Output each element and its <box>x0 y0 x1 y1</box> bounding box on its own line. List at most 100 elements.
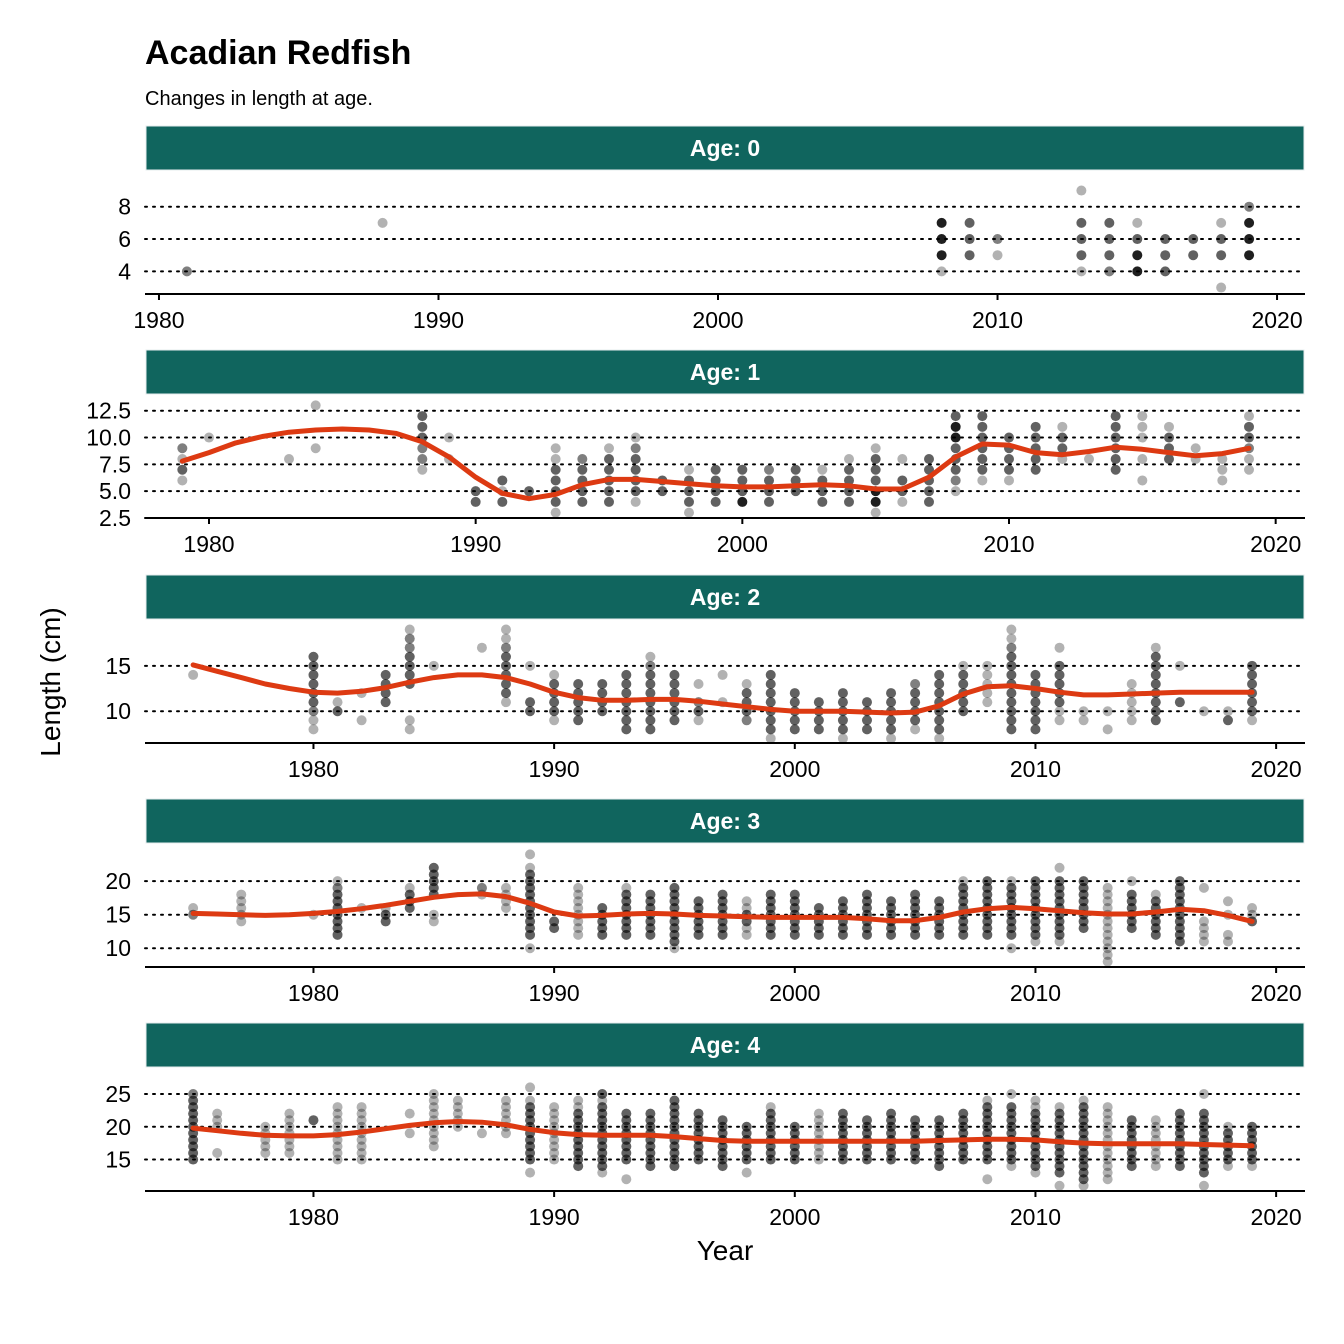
data-point <box>1076 234 1087 245</box>
data-point <box>958 882 969 893</box>
data-point <box>630 496 641 507</box>
data-point <box>837 697 848 708</box>
data-point <box>1054 1108 1065 1119</box>
data-point <box>844 486 854 497</box>
data-point <box>1160 266 1171 277</box>
data-point <box>524 486 534 497</box>
data-point <box>813 715 824 726</box>
data-point <box>1006 706 1017 717</box>
data-point <box>870 443 881 454</box>
data-point <box>549 1102 560 1113</box>
y-tick-label: 10 <box>105 935 131 961</box>
data-point <box>1078 1095 1089 1106</box>
data-point <box>934 669 945 680</box>
x-tick-label: 2010 <box>983 531 1034 557</box>
data-point <box>1030 876 1041 887</box>
data-point <box>1076 217 1087 228</box>
data-point <box>1150 679 1161 689</box>
x-tick-label: 2010 <box>972 307 1023 333</box>
data-point <box>1006 669 1017 680</box>
data-point <box>977 454 988 464</box>
data-point <box>549 706 560 717</box>
y-tick-label: 5.0 <box>99 478 131 504</box>
data-point <box>1217 454 1228 464</box>
data-point <box>1247 903 1258 913</box>
data-point <box>1054 642 1065 653</box>
data-point <box>1054 862 1065 873</box>
data-point <box>308 697 319 708</box>
data-point <box>837 688 848 699</box>
data-point <box>1222 896 1233 907</box>
data-point <box>604 464 614 475</box>
data-point <box>1188 250 1199 261</box>
data-point <box>417 411 428 422</box>
data-point <box>1006 624 1017 635</box>
data-point <box>1174 660 1185 671</box>
data-point <box>1247 669 1258 680</box>
data-point <box>428 1095 439 1106</box>
data-point <box>284 1115 295 1126</box>
data-point <box>549 1154 560 1165</box>
data-point <box>1150 1121 1161 1132</box>
data-point <box>404 882 415 893</box>
data-point <box>982 1174 993 1185</box>
data-point <box>500 1095 511 1106</box>
data-point <box>621 724 632 735</box>
data-point <box>525 1102 536 1113</box>
data-point <box>684 496 694 507</box>
data-point <box>950 475 961 486</box>
y-tick-label: 15 <box>105 1147 131 1173</box>
data-point <box>645 706 656 717</box>
x-axis-title: Year <box>697 1235 754 1266</box>
data-point <box>1110 454 1121 464</box>
data-point <box>789 697 800 708</box>
data-point <box>1054 1102 1065 1113</box>
data-point <box>1030 724 1041 735</box>
data-point <box>813 1154 824 1165</box>
data-point <box>669 669 680 680</box>
data-point <box>428 909 439 920</box>
data-point <box>1102 1102 1113 1113</box>
data-point <box>1102 1115 1113 1126</box>
data-point <box>950 432 961 443</box>
data-point <box>1030 1095 1041 1106</box>
data-point <box>550 475 561 486</box>
data-point <box>1150 706 1161 717</box>
data-point <box>1126 715 1137 726</box>
data-point <box>870 454 881 464</box>
data-point <box>260 1141 271 1152</box>
data-point <box>958 706 969 717</box>
data-point <box>1102 903 1113 913</box>
data-point <box>284 454 294 464</box>
data-point <box>1084 454 1094 464</box>
data-point <box>1102 1108 1113 1119</box>
data-point <box>1244 250 1255 261</box>
data-point <box>870 475 881 486</box>
data-point <box>1102 936 1113 947</box>
data-point <box>982 688 993 699</box>
data-point <box>428 1141 439 1152</box>
data-point <box>630 432 641 443</box>
data-point <box>500 688 511 699</box>
data-point <box>982 660 993 671</box>
data-point <box>404 660 415 671</box>
data-point <box>1006 724 1017 735</box>
data-point <box>1222 936 1233 947</box>
data-point <box>380 669 391 680</box>
data-point <box>332 1115 343 1126</box>
x-tick-label: 1990 <box>450 531 501 557</box>
data-point <box>813 903 824 913</box>
data-point <box>813 1141 824 1152</box>
data-point <box>573 1102 584 1113</box>
data-point <box>1054 876 1065 887</box>
data-point <box>1102 724 1113 735</box>
data-point <box>332 1154 343 1165</box>
data-point <box>630 486 641 497</box>
data-point <box>958 876 969 887</box>
data-point <box>577 464 588 475</box>
data-point <box>765 669 776 680</box>
x-tick-label: 1990 <box>529 1204 580 1230</box>
data-point <box>1104 234 1115 245</box>
data-point <box>525 660 536 671</box>
trend-line <box>190 1119 1255 1149</box>
